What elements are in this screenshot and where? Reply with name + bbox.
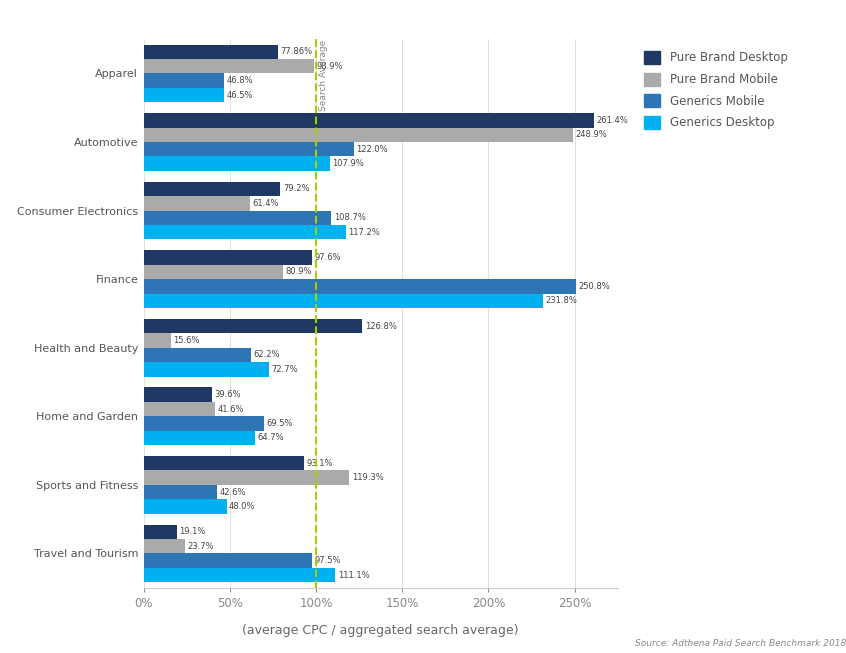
Text: 231.8%: 231.8% [546,296,578,306]
Text: 64.7%: 64.7% [258,434,284,443]
Bar [144,142,354,157]
Bar [144,225,346,240]
Text: 80.9%: 80.9% [286,268,312,276]
Text: 111.1%: 111.1% [338,571,370,580]
Text: 248.9%: 248.9% [575,131,607,139]
Bar [144,524,177,539]
Bar [144,127,573,142]
Text: 41.6%: 41.6% [218,405,244,413]
Bar [144,539,184,554]
Text: Search Average: Search Average [319,40,327,111]
X-axis label: (average CPC / aggregated search average): (average CPC / aggregated search average… [243,624,519,637]
Bar [144,182,280,196]
Text: 107.9%: 107.9% [332,159,364,168]
Text: Source: Adthena Paid Search Benchmark 2018: Source: Adthena Paid Search Benchmark 20… [634,639,846,648]
Text: 62.2%: 62.2% [254,351,280,359]
Bar [144,470,349,485]
Text: 119.3%: 119.3% [352,473,384,482]
Text: 97.6%: 97.6% [315,253,341,262]
Text: 42.6%: 42.6% [220,488,246,496]
Bar [144,485,217,500]
Text: 122.0%: 122.0% [356,145,388,153]
Text: 250.8%: 250.8% [579,282,610,291]
Text: 126.8%: 126.8% [365,321,397,330]
Bar [144,73,224,88]
Text: 39.6%: 39.6% [215,390,241,399]
Text: 23.7%: 23.7% [187,542,214,550]
Bar [144,431,255,445]
Text: 46.8%: 46.8% [227,76,254,85]
Text: 69.5%: 69.5% [266,419,293,428]
Bar [144,347,251,362]
Bar [144,44,278,59]
Bar [144,59,314,74]
Text: 61.4%: 61.4% [252,199,278,208]
Text: 15.6%: 15.6% [173,336,200,345]
Bar [144,279,576,294]
Text: 79.2%: 79.2% [283,184,310,193]
Bar [144,402,216,417]
Bar [144,333,171,347]
Text: 108.7%: 108.7% [333,214,365,222]
Legend: Pure Brand Desktop, Pure Brand Mobile, Generics Mobile, Generics Desktop: Pure Brand Desktop, Pure Brand Mobile, G… [638,45,794,135]
Text: 93.1%: 93.1% [307,458,333,468]
Bar [144,568,335,582]
Bar [144,294,543,308]
Bar [144,113,594,127]
Bar [144,88,224,103]
Bar [144,500,227,514]
Bar [144,387,212,402]
Bar [144,196,250,210]
Text: 98.9%: 98.9% [316,62,343,71]
Text: 48.0%: 48.0% [229,502,255,511]
Bar [144,417,264,431]
Text: 261.4%: 261.4% [596,116,629,125]
Text: 77.86%: 77.86% [281,47,313,56]
Bar [144,157,330,171]
Text: 97.5%: 97.5% [315,556,341,565]
Bar [144,456,305,470]
Text: 72.7%: 72.7% [272,365,299,374]
Text: 46.5%: 46.5% [227,91,253,100]
Text: 19.1%: 19.1% [179,527,206,536]
Bar [144,362,269,377]
Bar [144,553,312,568]
Bar [144,319,362,333]
Bar [144,250,312,264]
Text: 117.2%: 117.2% [349,228,380,237]
Bar [144,210,331,225]
Bar [144,264,283,279]
